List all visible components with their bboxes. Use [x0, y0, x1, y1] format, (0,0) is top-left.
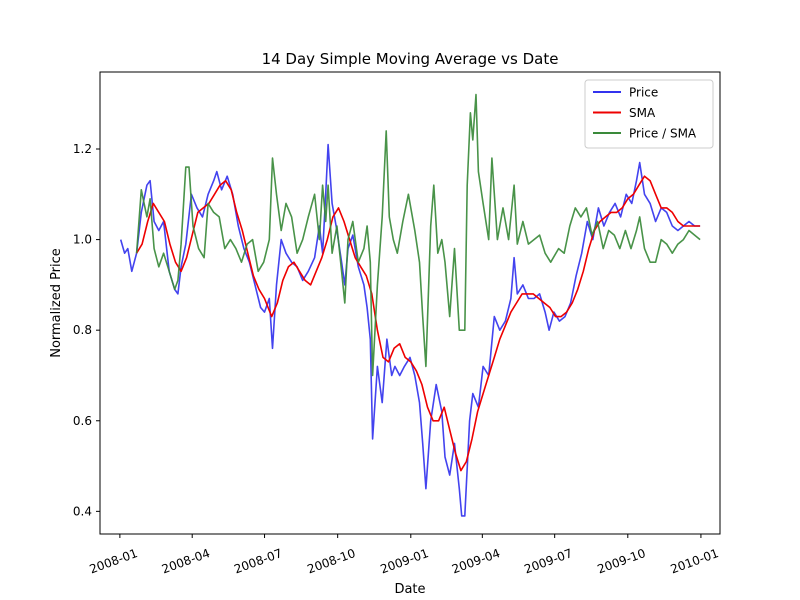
- series-line-3: [135, 93, 701, 377]
- series-layer: [119, 93, 701, 517]
- y-tick-label: 0.6: [73, 414, 92, 428]
- y-axis: 0.4 0.6 0.8 1.0 1.2: [73, 142, 100, 518]
- chart-title: 14 Day Simple Moving Average vs Date: [262, 50, 559, 68]
- legend-label: Price / SMA: [629, 127, 697, 141]
- y-tick-label: 0.8: [73, 323, 92, 337]
- legend-box: [584, 79, 714, 149]
- legend: Price SMA Price / SMA: [584, 79, 714, 149]
- y-tick-label: 1.2: [73, 142, 92, 156]
- legend-label: Price: [629, 86, 658, 100]
- series-line-2: [135, 175, 701, 472]
- legend-label: SMA: [629, 106, 656, 120]
- y-tick-label: 0.4: [73, 504, 92, 518]
- y-tick-label: 1.0: [73, 233, 92, 247]
- x-axis-label: Date: [394, 582, 425, 597]
- plot-frame: [99, 71, 721, 535]
- y-axis-label: Normalized Price: [49, 248, 64, 358]
